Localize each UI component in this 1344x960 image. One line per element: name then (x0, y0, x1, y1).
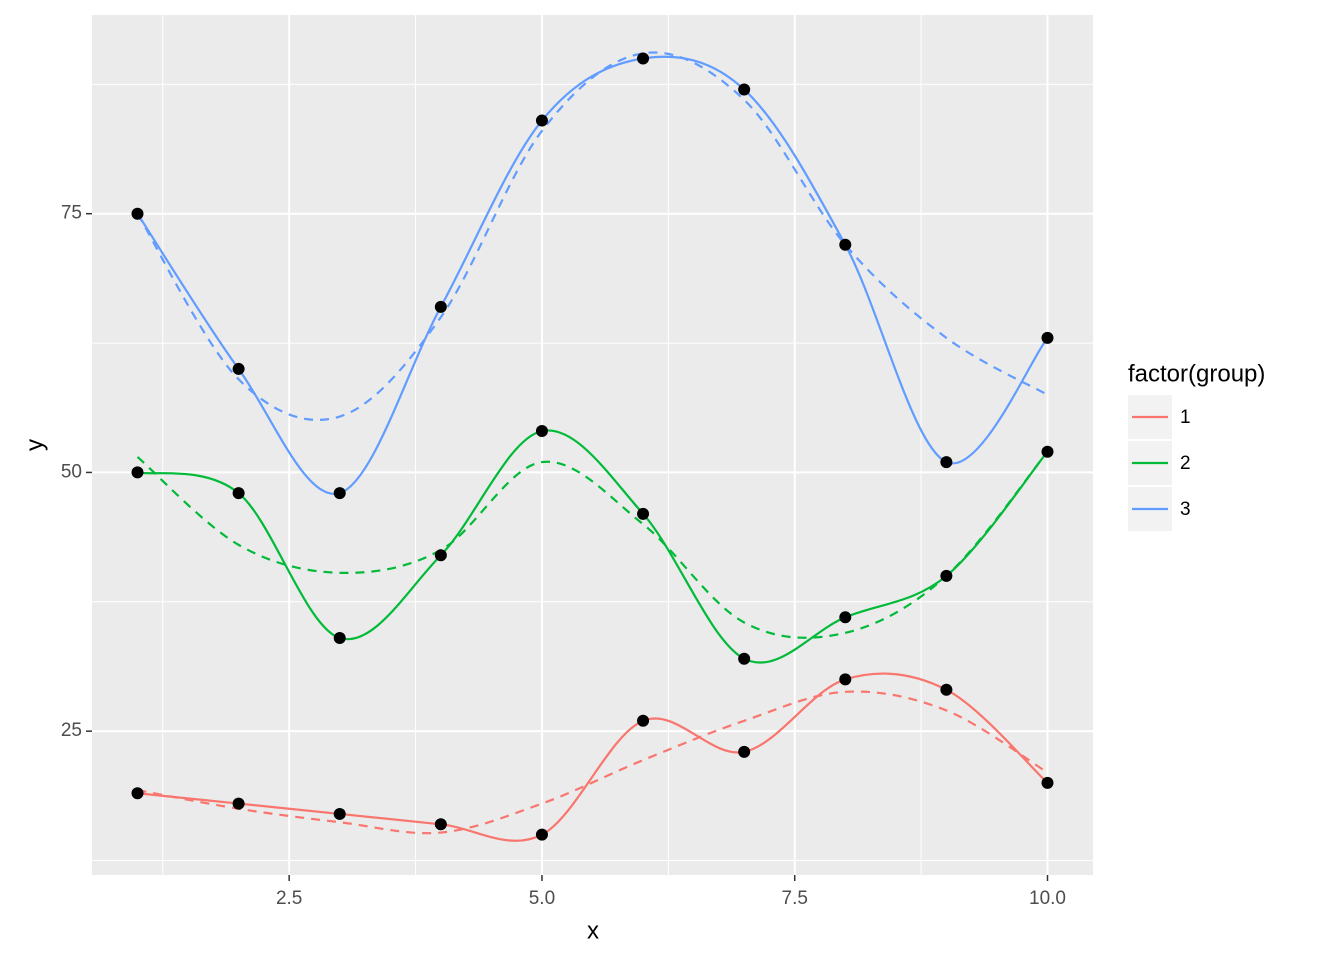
point (940, 456, 953, 469)
point (333, 487, 346, 500)
point (738, 745, 751, 758)
point (839, 611, 852, 624)
point (637, 714, 650, 727)
point (535, 425, 548, 438)
x-tick-label: 2.5 (276, 888, 302, 909)
point (232, 362, 245, 375)
x-tick-label: 7.5 (782, 888, 808, 909)
smooth-line (137, 690, 1049, 835)
point (738, 83, 751, 96)
legend-label: 3 (1180, 499, 1191, 520)
point (940, 683, 953, 696)
series-line (137, 672, 1049, 842)
point (637, 52, 650, 65)
y-tick-label: 25 (61, 720, 82, 741)
panel (92, 15, 1093, 875)
point (434, 300, 447, 313)
point (434, 549, 447, 562)
y-tick-label: 75 (61, 203, 82, 224)
smooth-line (136, 51, 1049, 421)
point (131, 466, 144, 479)
point (535, 828, 548, 841)
point (738, 652, 751, 665)
legend-label: 1 (1180, 407, 1191, 428)
smooth-line (136, 451, 1049, 639)
point (940, 569, 953, 582)
point (839, 673, 852, 686)
point (1041, 445, 1054, 458)
y-tick-label: 50 (61, 461, 82, 482)
legend-label: 2 (1180, 453, 1191, 474)
point (232, 487, 245, 500)
point (434, 818, 447, 831)
x-tick-label: 5.0 (529, 888, 555, 909)
point (1041, 776, 1054, 789)
point (1041, 331, 1054, 344)
point (333, 632, 346, 645)
point (232, 797, 245, 810)
x-tick-label: 10.0 (1029, 888, 1066, 909)
y-axis-title: y (21, 439, 48, 451)
point (535, 114, 548, 127)
point (131, 787, 144, 800)
point (839, 238, 852, 251)
point (333, 807, 346, 820)
legend-title: factor(group) (1128, 360, 1265, 387)
series-line (137, 429, 1049, 664)
point (637, 507, 650, 520)
series-line (136, 55, 1049, 495)
point (131, 207, 144, 220)
x-axis-title: x (587, 917, 599, 944)
